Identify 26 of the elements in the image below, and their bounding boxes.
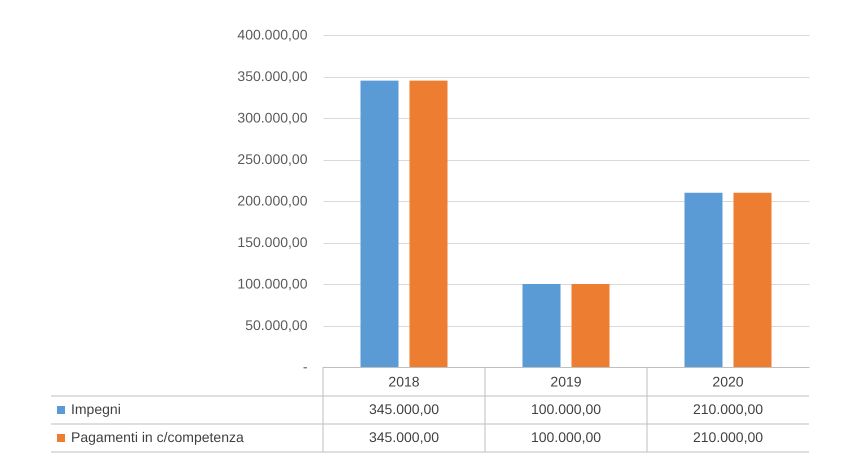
bar	[360, 80, 399, 367]
data-label: 100.000,00	[530, 429, 602, 445]
y-tick-label: 50.000,00	[245, 317, 308, 333]
data-label: 345.000,00	[368, 401, 440, 417]
bar	[522, 284, 561, 367]
y-tick-label: 300.000,00	[237, 110, 308, 126]
data-label: 210.000,00	[692, 429, 764, 445]
legend-label: Impegni	[71, 401, 121, 417]
bar	[571, 284, 610, 367]
x-tick-label: 2018	[388, 374, 420, 390]
x-tick-label: 2020	[712, 374, 744, 390]
y-tick-label: 250.000,00	[237, 151, 308, 167]
y-tick-label: 150.000,00	[237, 234, 308, 250]
y-tick-label: -	[302, 358, 308, 374]
bar	[409, 80, 448, 367]
y-tick-label: 400.000,00	[237, 26, 308, 42]
y-tick-label: 350.000,00	[237, 68, 308, 84]
data-label: 210.000,00	[692, 401, 764, 417]
bar	[733, 192, 772, 367]
x-tick-label: 2019	[550, 374, 582, 390]
y-tick-label: 100.000,00	[237, 276, 308, 292]
data-label: 100.000,00	[530, 401, 602, 417]
y-tick-label: 200.000,00	[237, 192, 308, 208]
legend-label: Pagamenti in c/competenza	[71, 429, 244, 445]
bar	[684, 192, 723, 367]
data-label: 345.000,00	[368, 429, 440, 445]
